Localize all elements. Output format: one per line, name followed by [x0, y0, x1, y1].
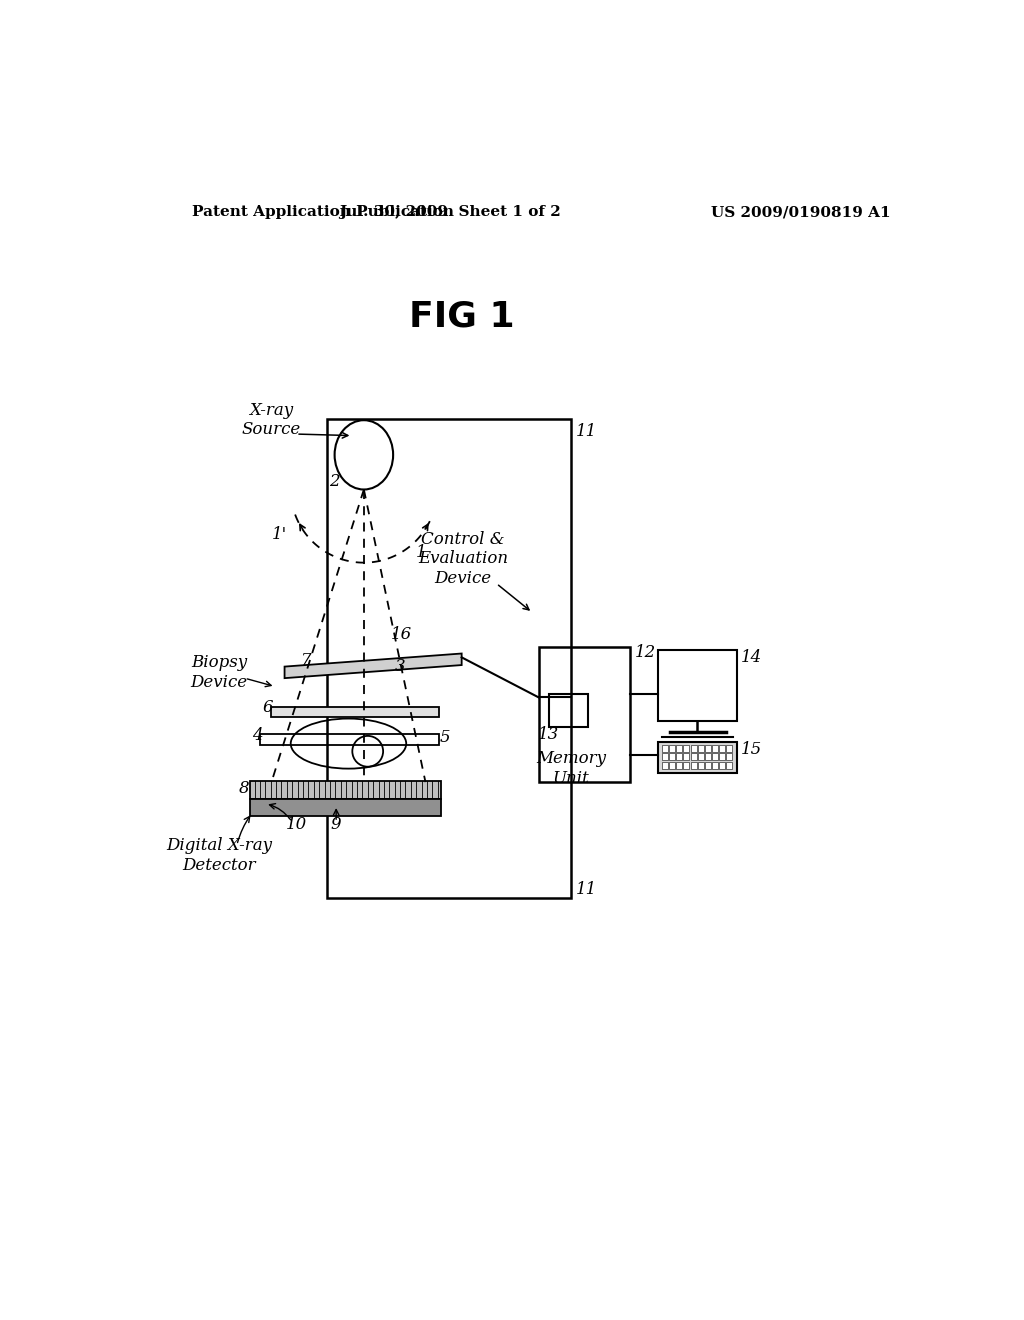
Text: 8: 8 — [240, 780, 250, 797]
Polygon shape — [726, 744, 732, 752]
Text: 6: 6 — [262, 698, 273, 715]
Polygon shape — [690, 744, 696, 752]
Polygon shape — [683, 762, 689, 768]
Polygon shape — [676, 754, 682, 760]
Polygon shape — [270, 706, 438, 718]
Text: 11: 11 — [575, 882, 597, 899]
Polygon shape — [719, 744, 725, 752]
Polygon shape — [712, 762, 718, 768]
Polygon shape — [662, 754, 668, 760]
Polygon shape — [690, 754, 696, 760]
Text: 1': 1' — [271, 525, 287, 543]
Text: 16: 16 — [391, 626, 413, 643]
Polygon shape — [712, 744, 718, 752]
Polygon shape — [719, 754, 725, 760]
Polygon shape — [697, 754, 703, 760]
Text: 12: 12 — [635, 644, 656, 661]
Text: 2: 2 — [330, 474, 340, 490]
Text: 4: 4 — [252, 727, 263, 744]
Polygon shape — [658, 742, 737, 774]
Polygon shape — [676, 762, 682, 768]
Polygon shape — [683, 754, 689, 760]
Polygon shape — [250, 799, 441, 816]
Polygon shape — [669, 754, 675, 760]
Polygon shape — [697, 744, 703, 752]
Polygon shape — [705, 762, 711, 768]
Text: 3: 3 — [394, 659, 406, 675]
Text: FIG 1: FIG 1 — [409, 300, 514, 333]
Text: 10: 10 — [286, 816, 307, 833]
Text: 5: 5 — [439, 729, 450, 746]
Polygon shape — [705, 744, 711, 752]
Polygon shape — [669, 744, 675, 752]
Polygon shape — [719, 762, 725, 768]
Polygon shape — [676, 744, 682, 752]
Text: 11: 11 — [575, 424, 597, 441]
Text: 1: 1 — [417, 544, 427, 561]
Text: Memory
Unit: Memory Unit — [536, 750, 606, 787]
Text: 15: 15 — [741, 742, 763, 758]
Text: 9: 9 — [331, 816, 341, 833]
Polygon shape — [683, 744, 689, 752]
Polygon shape — [712, 754, 718, 760]
Polygon shape — [669, 762, 675, 768]
Text: Patent Application Publication: Patent Application Publication — [193, 206, 455, 219]
Polygon shape — [662, 744, 668, 752]
Polygon shape — [697, 762, 703, 768]
Text: 7: 7 — [301, 652, 311, 669]
Polygon shape — [705, 754, 711, 760]
Text: 13: 13 — [538, 726, 559, 743]
Text: Jul. 30, 2009  Sheet 1 of 2: Jul. 30, 2009 Sheet 1 of 2 — [339, 206, 561, 219]
Text: X-ray
Source: X-ray Source — [242, 401, 301, 438]
Polygon shape — [285, 653, 462, 678]
Polygon shape — [726, 754, 732, 760]
Polygon shape — [690, 762, 696, 768]
Text: US 2009/0190819 A1: US 2009/0190819 A1 — [711, 206, 890, 219]
Text: Digital X-ray
Detector: Digital X-ray Detector — [166, 837, 272, 874]
Text: Biopsy
Device: Biopsy Device — [190, 655, 248, 692]
Text: 14: 14 — [741, 649, 763, 665]
Polygon shape — [726, 762, 732, 768]
Polygon shape — [662, 762, 668, 768]
Polygon shape — [250, 780, 441, 799]
Text: Control &
Evaluation
Device: Control & Evaluation Device — [418, 531, 508, 587]
